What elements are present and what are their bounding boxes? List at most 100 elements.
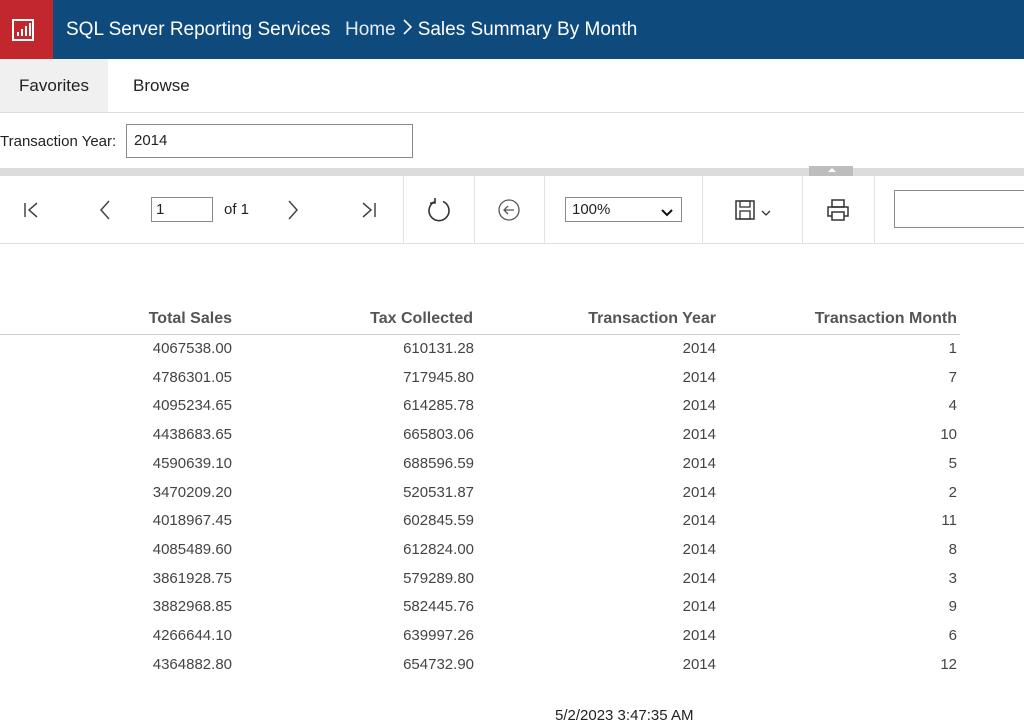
report-chart-icon [12, 19, 34, 41]
transaction-year-cell: 2014 [682, 655, 716, 673]
transaction-month-cell: 6 [948, 627, 957, 644]
transaction-month-cell: 2 [948, 483, 957, 501]
transaction-year-input[interactable]: 2014 [126, 124, 413, 158]
tax-collected-cell: 665803.06 [403, 426, 474, 444]
transaction-year-cell: 2014 [682, 540, 716, 558]
transaction-year-cell: 2014 [682, 483, 716, 501]
total-sales-cell: 4786301.05 [152, 368, 232, 386]
collapse-parameters-handle[interactable] [809, 166, 853, 176]
transaction-year-cell: 2014 [682, 569, 716, 587]
last-page-icon[interactable] [352, 176, 386, 243]
table-row: 4067538.00 610131.28 2014 1 [0, 340, 1024, 369]
report-toolbar [0, 176, 1024, 244]
toolbar-divider [802, 176, 803, 243]
tax-collected-cell: 717945.80 [403, 368, 474, 386]
tab-favorites[interactable]: Favorites [0, 59, 108, 112]
execution-timestamp: 5/2/2023 3:47:35 AM [555, 707, 694, 724]
next-page-icon[interactable] [278, 176, 308, 243]
toolbar-divider [874, 176, 875, 243]
transaction-month-cell: 7 [948, 368, 957, 386]
total-sales-cell: 4018967.45 [152, 512, 232, 530]
tax-collected-cell: 602845.59 [403, 512, 474, 530]
table-row: 4786301.05 717945.80 2014 7 [0, 369, 1024, 398]
total-sales-cell: 3861928.75 [152, 569, 232, 587]
transaction-year-cell: 2014 [682, 598, 716, 616]
top-header: SQL Server Reporting Services Home Sales… [0, 0, 1024, 59]
transaction-month-cell: 3 [948, 569, 957, 587]
total-sales-cell: 4590639.10 [152, 454, 232, 472]
header-total-sales: Total Sales [148, 310, 232, 327]
header-tax-collected: Tax Collected [370, 310, 473, 327]
total-sales-cell: 4085489.60 [152, 540, 232, 558]
tab-browse[interactable]: Browse [133, 76, 190, 95]
previous-page-icon[interactable] [90, 176, 120, 243]
chevron-down-icon [661, 203, 673, 226]
print-icon[interactable] [820, 176, 856, 243]
first-page-icon[interactable] [14, 176, 48, 243]
transaction-year-cell: 2014 [682, 397, 716, 415]
transaction-month-cell: 9 [948, 598, 957, 616]
transaction-month-cell: 8 [948, 540, 957, 558]
toolbar-divider [544, 176, 545, 243]
transaction-year-cell: 2014 [682, 627, 716, 644]
transaction-year-cell: 2014 [682, 454, 716, 472]
transaction-month-cell: 11 [941, 512, 957, 530]
nav-tabs: Favorites Browse [0, 59, 1024, 113]
table-row: 4266644.10 639997.26 2014 6 [0, 627, 1024, 656]
breadcrumb-home[interactable]: Home [345, 19, 396, 40]
total-sales-cell: 4067538.00 [152, 340, 232, 357]
app-title[interactable]: SQL Server Reporting Services [66, 19, 331, 40]
chevron-right-icon [400, 19, 414, 41]
table-row: 4364882.80 654732.90 2014 12 [0, 656, 1024, 685]
transaction-month-cell: 5 [948, 454, 957, 472]
table-row: 4095234.65 614285.78 2014 4 [0, 397, 1024, 426]
header-transaction-month: Transaction Month [814, 310, 957, 327]
zoom-value: 100% [572, 201, 611, 218]
table-row: 4085489.60 612824.00 2014 8 [0, 541, 1024, 570]
table-row: 3470209.20 520531.87 2014 2 [0, 484, 1024, 513]
tax-collected-cell: 582445.76 [403, 598, 474, 616]
save-icon[interactable] [724, 176, 784, 243]
header-transaction-year: Transaction Year [588, 310, 716, 327]
total-sales-cell: 4438683.65 [152, 426, 232, 444]
table-row: 4018967.45 602845.59 2014 11 [0, 512, 1024, 541]
tax-collected-cell: 612824.00 [403, 540, 474, 558]
tax-collected-cell: 654732.90 [403, 655, 474, 673]
total-sales-cell: 3470209.20 [152, 483, 232, 501]
transaction-month-cell: 12 [940, 655, 957, 673]
parameter-splitter[interactable] [0, 168, 1024, 176]
transaction-year-cell: 2014 [682, 426, 716, 444]
breadcrumb: Home Sales Summary By Month [345, 19, 637, 41]
total-sales-cell: 3882968.85 [152, 598, 232, 616]
table-row: 3861928.75 579289.80 2014 3 [0, 570, 1024, 599]
tax-collected-cell: 579289.80 [403, 569, 474, 587]
table-row: 4438683.65 665803.06 2014 10 [0, 426, 1024, 455]
find-text-input[interactable] [894, 190, 1024, 228]
table-row: 4590639.10 688596.59 2014 5 [0, 455, 1024, 484]
table-row: 3882968.85 582445.76 2014 9 [0, 598, 1024, 627]
transaction-year-cell: 2014 [682, 340, 716, 357]
total-sales-cell: 4266644.10 [152, 627, 232, 644]
tax-collected-cell: 614285.78 [403, 397, 474, 415]
header-divider [0, 334, 960, 335]
total-sales-cell: 4095234.65 [152, 397, 232, 415]
transaction-year-cell: 2014 [682, 512, 716, 530]
total-sales-cell: 4364882.80 [152, 655, 232, 673]
ssrs-logo[interactable] [0, 0, 53, 59]
transaction-month-cell: 10 [940, 426, 957, 444]
tax-collected-cell: 520531.87 [403, 483, 474, 501]
toolbar-divider [474, 176, 475, 243]
tax-collected-cell: 639997.26 [403, 627, 474, 644]
transaction-month-cell: 1 [948, 340, 957, 357]
transaction-month-cell: 4 [948, 397, 957, 415]
toolbar-divider [702, 176, 703, 243]
tax-collected-cell: 688596.59 [403, 454, 474, 472]
breadcrumb-current: Sales Summary By Month [417, 19, 638, 40]
refresh-icon[interactable] [420, 176, 458, 243]
tax-collected-cell: 610131.28 [403, 340, 474, 357]
zoom-select[interactable]: 100% [565, 197, 682, 222]
page-number-input[interactable]: 1 [151, 197, 213, 222]
page-count-label: of 1 [224, 201, 250, 218]
back-icon[interactable] [492, 176, 526, 243]
transaction-year-cell: 2014 [682, 368, 716, 386]
